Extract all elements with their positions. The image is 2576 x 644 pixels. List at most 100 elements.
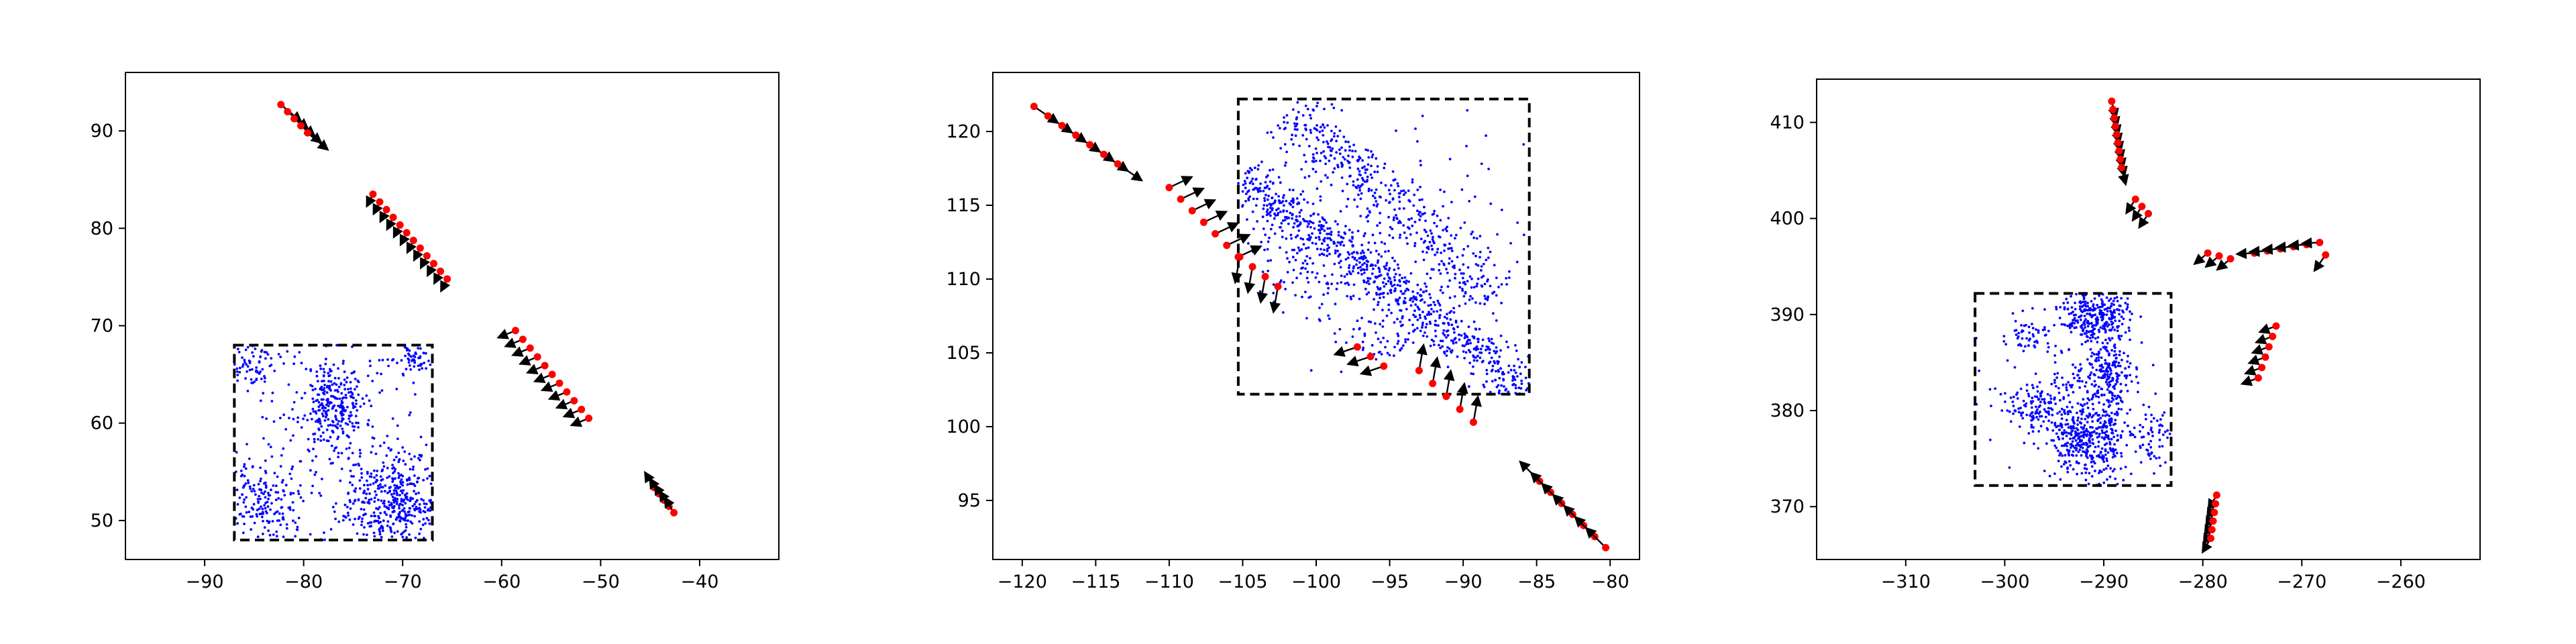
- observation-dot: [2112, 311, 2114, 314]
- observation-dot: [1474, 263, 1478, 266]
- observation-dot: [1361, 159, 1364, 162]
- observation-dot: [356, 532, 359, 535]
- observation-dot: [1403, 280, 1405, 284]
- observation-dot: [2104, 329, 2107, 332]
- observation-dot: [2035, 328, 2038, 331]
- observation-dot: [1251, 210, 1254, 213]
- observation-dot: [343, 384, 346, 386]
- observation-dot: [2114, 366, 2117, 369]
- observation-dot: [1323, 107, 1326, 111]
- observation-dot: [1517, 358, 1520, 361]
- observation-dot: [2078, 462, 2080, 465]
- observation-dot: [2083, 402, 2086, 406]
- observation-dot: [1266, 198, 1269, 201]
- observation-dot: [1360, 269, 1362, 272]
- observation-dot: [1413, 241, 1417, 245]
- observation-dot: [2069, 443, 2072, 446]
- observation-dot: [2055, 425, 2058, 429]
- observation-dot: [2116, 434, 2119, 437]
- observation-dot: [1454, 337, 1457, 339]
- observation-dot: [263, 526, 266, 529]
- observation-dot: [1498, 376, 1501, 380]
- observation-dot: [2089, 337, 2092, 339]
- observation-dot: [310, 491, 313, 494]
- track: [1231, 253, 1282, 314]
- observation-dot: [1377, 259, 1380, 262]
- observation-dot: [1417, 213, 1420, 216]
- observation-dot: [2075, 454, 2078, 457]
- observation-dot: [319, 494, 323, 497]
- observation-dot: [387, 500, 390, 503]
- observation-dot: [2033, 340, 2037, 343]
- observation-dot: [378, 391, 381, 394]
- observation-dot: [1357, 184, 1360, 187]
- observation-dot: [2076, 419, 2080, 422]
- observation-dot: [426, 477, 429, 480]
- observation-dot: [2054, 384, 2057, 388]
- observation-dot: [2004, 400, 2006, 403]
- observation-dot: [1347, 283, 1350, 286]
- observation-dot: [1364, 287, 1367, 290]
- observation-dot: [1452, 265, 1454, 268]
- observation-dot: [1326, 254, 1329, 258]
- observation-dot: [2108, 419, 2110, 423]
- observation-dot: [2125, 443, 2129, 447]
- observation-dot: [346, 406, 349, 409]
- observation-dot: [386, 358, 389, 361]
- observation-dot: [2097, 445, 2100, 448]
- observation-dot: [1512, 382, 1515, 386]
- observation-dot: [2021, 411, 2025, 415]
- observation-dot: [2067, 432, 2070, 435]
- observation-dot: [2070, 331, 2073, 333]
- observation-dot: [2147, 452, 2150, 455]
- observation-dot: [2055, 432, 2058, 435]
- observation-dot: [2054, 344, 2057, 347]
- observation-dot: [2068, 313, 2071, 315]
- observation-dot: [409, 520, 413, 523]
- observation-dot: [354, 490, 357, 493]
- observation-dot: [1520, 382, 1523, 385]
- observation-dot: [286, 350, 289, 353]
- observation-dot: [1389, 225, 1392, 229]
- observation-dot: [1503, 372, 1505, 376]
- observation-dot: [1305, 128, 1307, 131]
- observation-dot: [1292, 268, 1295, 272]
- track-point: [1456, 405, 1464, 413]
- observation-dot: [1271, 196, 1274, 199]
- observation-dot: [2108, 339, 2112, 342]
- observation-dot: [1332, 242, 1336, 245]
- observation-dot: [411, 497, 415, 500]
- observation-dot: [1291, 205, 1295, 209]
- observation-dot: [412, 354, 415, 358]
- observation-dot: [288, 417, 290, 419]
- observation-dot: [1378, 195, 1381, 199]
- observation-dot: [1421, 213, 1425, 216]
- observation-dot: [1293, 222, 1296, 225]
- observation-dot: [1359, 266, 1362, 269]
- observation-dot: [425, 502, 428, 506]
- observation-dot: [323, 538, 326, 541]
- observation-dot: [361, 397, 364, 400]
- observation-dot: [1385, 264, 1388, 267]
- observation-dot: [372, 531, 376, 535]
- track-point: [2322, 251, 2330, 259]
- observation-dot: [401, 535, 405, 539]
- observation-dot: [1285, 161, 1287, 164]
- observation-dot: [2096, 316, 2099, 319]
- observation-dot: [371, 436, 374, 439]
- observation-dot: [1266, 248, 1269, 251]
- observation-dot: [1294, 134, 1297, 138]
- observation-dot: [1283, 127, 1286, 131]
- observation-dot: [337, 367, 339, 370]
- observation-dot: [1475, 284, 1479, 288]
- observation-dot: [246, 479, 250, 482]
- track-point: [1469, 418, 1477, 426]
- observation-dot: [1366, 163, 1370, 166]
- observation-dot: [1505, 388, 1508, 390]
- observation-dot: [2009, 420, 2012, 423]
- observation-dot: [1398, 280, 1401, 283]
- observation-dot: [252, 355, 255, 358]
- observation-dot: [1300, 168, 1303, 171]
- observation-dot: [2097, 385, 2100, 388]
- observation-dot: [380, 490, 383, 493]
